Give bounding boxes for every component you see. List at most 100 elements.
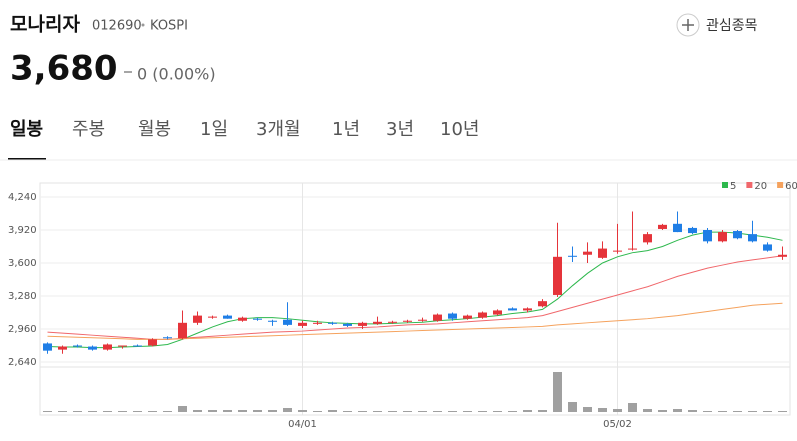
candle-body bbox=[58, 346, 67, 350]
plus-icon bbox=[682, 19, 694, 31]
y-tick-label: 2,640 bbox=[8, 357, 37, 368]
candle-body bbox=[538, 301, 547, 307]
candle-body bbox=[583, 251, 592, 255]
volume-bar bbox=[763, 411, 772, 412]
ma-line bbox=[47, 231, 783, 349]
candle-body bbox=[193, 315, 202, 323]
y-tick-label: 4,240 bbox=[8, 192, 37, 203]
volume-bar bbox=[268, 410, 277, 412]
candle-body bbox=[493, 310, 502, 315]
chart: 2,640 2,960 3,280 3,600 3,920 4,240 04/01 05/02… bbox=[8, 181, 797, 430]
y-tick-label: 3,280 bbox=[8, 291, 37, 302]
ma-line bbox=[47, 302, 783, 340]
y-tick-label: 3,600 bbox=[8, 258, 37, 269]
candle-body bbox=[703, 230, 712, 242]
volume-bar bbox=[163, 411, 172, 412]
y-tick-label: 2,960 bbox=[8, 324, 37, 335]
volume-bar bbox=[748, 411, 757, 412]
volume-bar bbox=[568, 402, 577, 412]
volume-bar bbox=[373, 411, 382, 412]
candle-body bbox=[358, 322, 367, 326]
volume-bar bbox=[433, 411, 442, 412]
candle-body bbox=[268, 320, 277, 322]
tabs: 일봉 주봉 월봉 1일 3개월 1년 3년 10년 bbox=[8, 119, 479, 160]
candle-body bbox=[553, 256, 562, 295]
tab[interactable]: 3년 bbox=[386, 119, 414, 140]
tab[interactable]: 10년 bbox=[440, 119, 479, 140]
volume-bar bbox=[613, 409, 622, 412]
tab[interactable]: 3개월 bbox=[256, 119, 301, 140]
candle-body bbox=[658, 224, 667, 229]
tab[interactable]: 1일 bbox=[200, 119, 228, 140]
candle-body bbox=[718, 232, 727, 242]
volume-bar bbox=[223, 410, 232, 412]
candle-body bbox=[253, 318, 262, 320]
candle-body bbox=[628, 248, 637, 250]
candle-body bbox=[523, 308, 532, 311]
candle-body bbox=[433, 314, 442, 321]
candle-body bbox=[388, 321, 397, 323]
ma-line bbox=[47, 255, 783, 340]
volume-bar bbox=[538, 410, 547, 412]
candle-body bbox=[238, 317, 247, 321]
candle-body bbox=[508, 308, 517, 311]
tab[interactable]: 일봉 bbox=[10, 119, 43, 140]
candle-body bbox=[148, 339, 157, 346]
volume-bar bbox=[313, 411, 322, 412]
candle-body bbox=[598, 248, 607, 258]
volume-bar bbox=[43, 411, 52, 412]
volume-bar bbox=[478, 411, 487, 412]
volume-bar bbox=[448, 411, 457, 412]
tab[interactable]: 주봉 bbox=[72, 119, 105, 140]
legend-swatch bbox=[777, 182, 784, 188]
volume-bar bbox=[193, 410, 202, 412]
legend-label: 20 bbox=[754, 181, 767, 192]
volume-bar bbox=[328, 410, 337, 412]
candle-body bbox=[88, 346, 97, 350]
candle-body bbox=[283, 319, 292, 325]
tab[interactable]: 1년 bbox=[332, 119, 360, 140]
price-change: 0 (0.00%) bbox=[137, 65, 216, 84]
candle-body bbox=[673, 223, 682, 233]
candle-body bbox=[103, 344, 112, 350]
legend-label: 5 bbox=[730, 181, 736, 192]
volume-bar bbox=[208, 410, 217, 412]
volume-bar bbox=[73, 411, 82, 412]
volume-bar bbox=[658, 410, 667, 412]
volume-bar bbox=[388, 411, 397, 412]
volume-bar bbox=[628, 403, 637, 412]
volume-bar bbox=[358, 411, 367, 412]
volume-bar bbox=[418, 411, 427, 412]
volume-bar bbox=[733, 411, 742, 412]
volume-bar bbox=[508, 411, 517, 412]
candle-body bbox=[613, 250, 622, 252]
watch-button[interactable]: 관심종목 bbox=[706, 18, 758, 34]
legend-swatch bbox=[722, 182, 728, 188]
volume-bar bbox=[133, 411, 142, 412]
separator-dot bbox=[141, 23, 145, 27]
volume-bar bbox=[88, 411, 97, 412]
candle-body bbox=[373, 321, 382, 324]
candle-body bbox=[118, 345, 127, 347]
tab-underline bbox=[8, 158, 46, 160]
candle-body bbox=[313, 322, 322, 324]
legend-label: 60 bbox=[785, 181, 797, 192]
volume-bar bbox=[463, 411, 472, 412]
volume-bar bbox=[688, 410, 697, 412]
volume-bar bbox=[403, 411, 412, 412]
candle-body bbox=[748, 234, 757, 242]
candle-body bbox=[478, 312, 487, 318]
candle-body bbox=[418, 319, 427, 321]
candle-body bbox=[298, 322, 307, 326]
volume-bar bbox=[298, 410, 307, 412]
candle-body bbox=[688, 227, 697, 234]
y-tick-label: 3,920 bbox=[8, 225, 37, 236]
tab[interactable]: 월봉 bbox=[138, 119, 171, 140]
candle-body bbox=[463, 315, 472, 319]
candle-body bbox=[133, 345, 142, 347]
candle-body bbox=[343, 323, 352, 326]
candle-body bbox=[73, 345, 82, 347]
volume-bar bbox=[148, 411, 157, 412]
volume-bar bbox=[703, 411, 712, 412]
volume-bar bbox=[343, 411, 352, 412]
